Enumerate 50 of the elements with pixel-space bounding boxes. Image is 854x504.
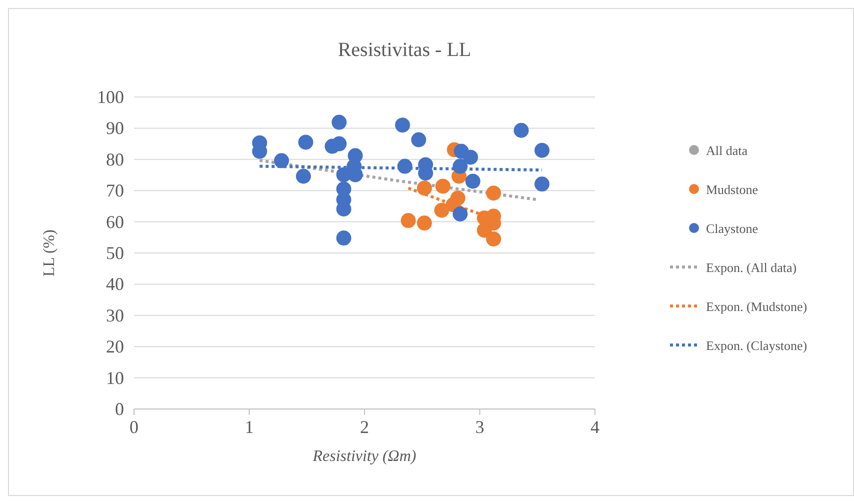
point [395, 118, 410, 133]
y-tick-label: 20 [106, 336, 124, 357]
y-tick-label: 60 [106, 212, 124, 232]
y-tick-label: 30 [106, 305, 124, 326]
x-tick-label: 0 [130, 417, 138, 437]
point [332, 114, 347, 130]
legend-label: Expon. (All data) [706, 260, 797, 275]
point [416, 180, 432, 196]
point [465, 174, 480, 189]
point [336, 230, 352, 246]
legend-label: Claystone [706, 221, 758, 236]
point [416, 216, 432, 231]
point [534, 176, 550, 192]
point [400, 213, 416, 228]
point [296, 168, 311, 184]
x-tick-label: 4 [590, 417, 600, 437]
legend-label: Expon. (Mudstone) [706, 299, 808, 314]
point [534, 142, 550, 158]
point [332, 136, 347, 152]
point [435, 178, 450, 194]
chart-title: Resistivitas - LL [338, 39, 472, 61]
y-tick-label: 80 [106, 149, 124, 170]
x-tick-label: 2 [360, 417, 369, 437]
legend-label: Expon. (Claystone) [706, 338, 808, 353]
y-axis-title: LL (%) [41, 230, 58, 276]
point [434, 202, 450, 218]
point [463, 150, 478, 165]
y-tick-label: 40 [106, 274, 124, 294]
point [486, 186, 502, 201]
y-tick-label: 10 [106, 368, 124, 388]
point [452, 158, 468, 174]
y-tick-label: 50 [106, 243, 124, 263]
point [476, 222, 492, 238]
point [336, 167, 352, 182]
x-tick-label: 3 [475, 417, 484, 437]
point [274, 153, 290, 168]
point [486, 231, 502, 246]
point [514, 122, 529, 138]
point [397, 158, 412, 174]
x-axis-title: Resistivity (Ωm) [312, 448, 416, 465]
y-tick-label: 0 [115, 399, 124, 419]
point [452, 206, 468, 222]
y-tick-label: 70 [106, 180, 124, 201]
point [298, 134, 314, 150]
legend-label: Mudstone [706, 182, 758, 197]
point [411, 132, 426, 148]
x-tick-label: 1 [244, 417, 254, 437]
y-tick-label: 90 [106, 118, 124, 138]
y-tick-label: 100 [97, 87, 124, 107]
legend-label: All data [706, 143, 748, 158]
